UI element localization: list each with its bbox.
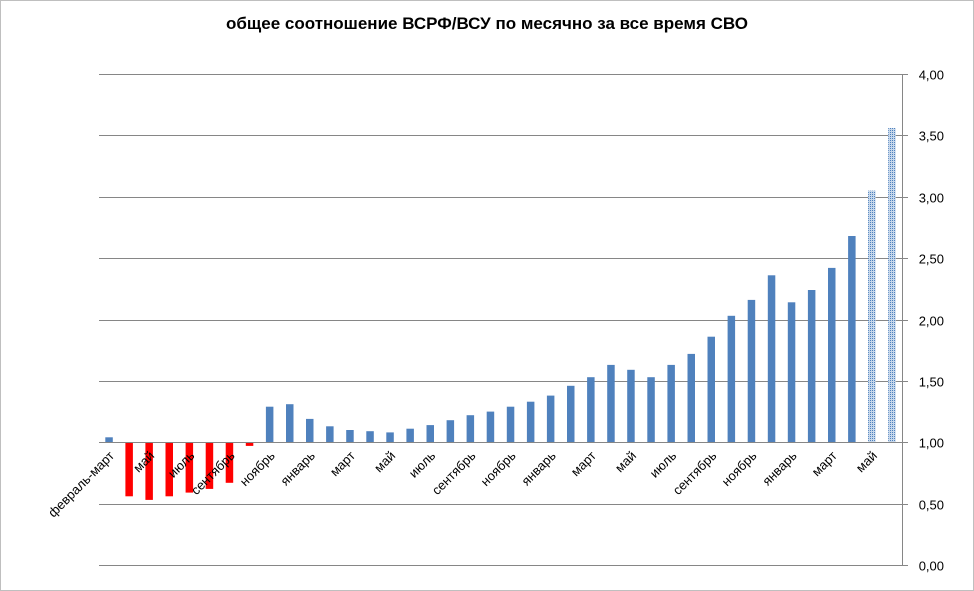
x-tick-label: март	[327, 448, 358, 479]
x-tick-label: май	[612, 448, 639, 475]
y-tick-label: 1,50	[919, 375, 944, 390]
bar	[747, 299, 756, 443]
x-tick-label: март	[809, 448, 840, 479]
x-tick-label: май	[371, 448, 398, 475]
y-tick-label: 4,00	[919, 68, 944, 83]
y-tick-label: 0,00	[919, 559, 944, 574]
bar	[807, 290, 816, 443]
bar	[868, 190, 876, 443]
bar	[225, 442, 234, 483]
bars-layer	[105, 128, 896, 500]
x-tick-label: июль	[406, 448, 439, 481]
bar	[125, 442, 133, 497]
x-tick-label: сентябрь	[670, 448, 720, 498]
bar	[386, 432, 394, 443]
y-tick-label: 3,50	[919, 129, 944, 144]
x-tick-label: май	[853, 448, 880, 475]
chart-title: общее соотношение ВСРФ/ВСУ по месячно за…	[226, 14, 748, 33]
bar	[667, 364, 675, 443]
bar	[265, 406, 274, 443]
x-tick-label: июль	[647, 448, 680, 481]
bar	[546, 395, 555, 443]
bar	[346, 430, 354, 443]
bar	[727, 315, 736, 443]
bar	[205, 442, 214, 489]
bar	[607, 364, 615, 443]
bar	[486, 411, 495, 443]
bar	[145, 442, 153, 500]
bar	[426, 425, 434, 443]
bar	[286, 404, 294, 443]
bar	[687, 353, 695, 443]
bar	[848, 236, 856, 443]
bar	[366, 431, 374, 443]
bar	[446, 420, 455, 443]
y-tick-label: 0,50	[919, 498, 944, 513]
bar	[627, 369, 635, 443]
bar	[587, 377, 595, 443]
bar	[828, 267, 836, 443]
y-tick-label: 2,00	[919, 314, 944, 329]
bar	[506, 406, 515, 443]
axis-layer	[99, 74, 908, 566]
bar	[165, 442, 173, 497]
bar	[185, 442, 194, 493]
x-tick-label: январь	[759, 448, 800, 489]
x-tick-label: май	[130, 448, 157, 475]
x-tick-label: февраль-март	[45, 448, 117, 520]
bar	[767, 275, 776, 443]
x-tick-label: ноябрь	[478, 448, 519, 489]
bar	[466, 415, 475, 443]
bar	[526, 401, 535, 443]
x-tick-label: ноябрь	[237, 448, 278, 489]
x-tick-label: ноябрь	[719, 448, 760, 489]
bar	[567, 385, 575, 443]
bar	[787, 302, 796, 443]
bar	[406, 428, 414, 443]
y-tick-label: 1,00	[919, 436, 944, 451]
x-tick-label: март	[568, 448, 599, 479]
y-tick-label: 2,50	[919, 252, 944, 267]
bar	[888, 128, 896, 443]
bar	[306, 418, 314, 443]
y-tick-label: 3,00	[919, 191, 944, 206]
bar	[326, 426, 334, 443]
grid-layer	[99, 74, 902, 566]
bar	[707, 336, 715, 443]
bar	[647, 377, 655, 443]
x-tick-label: январь	[518, 448, 559, 489]
bar	[105, 437, 113, 443]
bar	[245, 442, 254, 446]
x-tick-label: сентябрь	[429, 448, 479, 498]
x-tick-label: январь	[277, 448, 318, 489]
